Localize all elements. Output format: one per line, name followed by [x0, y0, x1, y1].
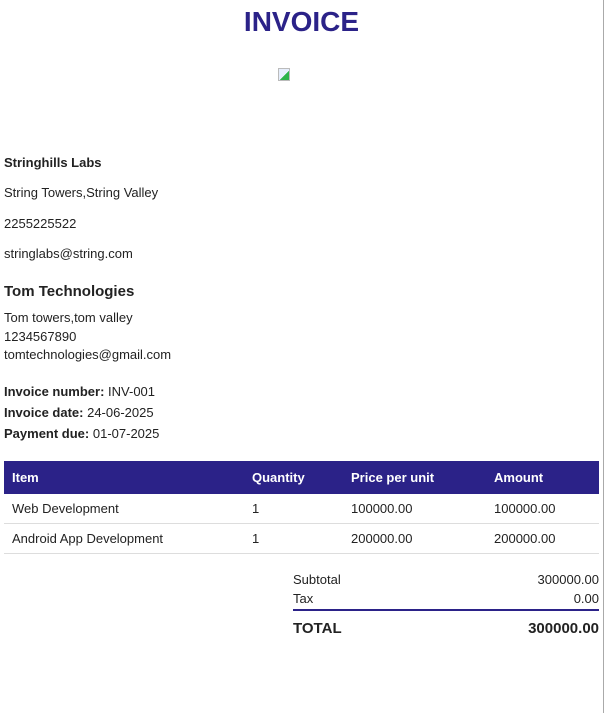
- item-cell: Android App Development: [4, 523, 244, 554]
- page-edge: [603, 0, 604, 713]
- payment-due: Payment due: 01-07-2025: [4, 426, 159, 441]
- invoice-date-value: 24-06-2025: [87, 405, 154, 420]
- subtotal-label: Subtotal: [293, 572, 341, 587]
- total-row: TOTAL 300000.00: [293, 620, 599, 637]
- price-cell: 200000.00: [343, 523, 486, 554]
- tax-value: 0.00: [573, 591, 599, 606]
- subtotal-value: 300000.00: [537, 572, 599, 587]
- sender-address: String Towers,String Valley: [4, 185, 159, 200]
- invoice-number: Invoice number: INV-001: [4, 384, 155, 399]
- client-email: tomtechnologies@gmail.com: [4, 347, 172, 362]
- table-row: Android App Development 1 200000.00 2000…: [4, 523, 599, 554]
- header-item: Item: [4, 461, 244, 494]
- amount-cell: 100000.00: [486, 494, 599, 524]
- subtotal-row: Subtotal 300000.00: [293, 572, 599, 587]
- tax-row: Tax 0.00: [293, 591, 599, 606]
- quantity-cell: 1: [244, 523, 343, 554]
- header-quantity: Quantity: [244, 461, 343, 494]
- header-amount: Amount: [486, 461, 599, 494]
- sender-phone: 2255225522: [4, 216, 77, 231]
- broken-image-icon: [278, 68, 290, 81]
- payment-due-value: 01-07-2025: [92, 426, 160, 441]
- client-phone: 1234567890: [4, 329, 77, 344]
- total-divider: [293, 609, 599, 611]
- client-name: Tom Technologies: [4, 283, 135, 300]
- invoice-title: INVOICE: [243, 6, 360, 37]
- price-cell: 100000.00: [343, 494, 486, 524]
- tax-label: Tax: [293, 591, 314, 606]
- items-table: Item Quantity Price per unit Amount Web …: [4, 461, 599, 554]
- table-row: Web Development 1 100000.00 100000.00: [4, 494, 599, 524]
- total-label: TOTAL: [293, 620, 342, 637]
- invoice-date-label: Invoice date:: [4, 405, 84, 420]
- amount-cell: 200000.00: [486, 523, 599, 554]
- invoice-date: Invoice date: 24-06-2025: [4, 405, 154, 420]
- sender-name: Stringhills Labs: [4, 155, 102, 170]
- sender-email: stringlabs@string.com: [4, 246, 133, 261]
- client-address: Tom towers,tom valley: [4, 310, 133, 325]
- payment-due-label: Payment due:: [4, 426, 90, 441]
- total-value: 300000.00: [528, 620, 599, 637]
- invoice-number-value: INV-001: [108, 384, 156, 399]
- header-price: Price per unit: [343, 461, 486, 494]
- invoice-number-label: Invoice number:: [4, 384, 105, 399]
- quantity-cell: 1: [244, 494, 343, 524]
- item-cell: Web Development: [4, 494, 244, 524]
